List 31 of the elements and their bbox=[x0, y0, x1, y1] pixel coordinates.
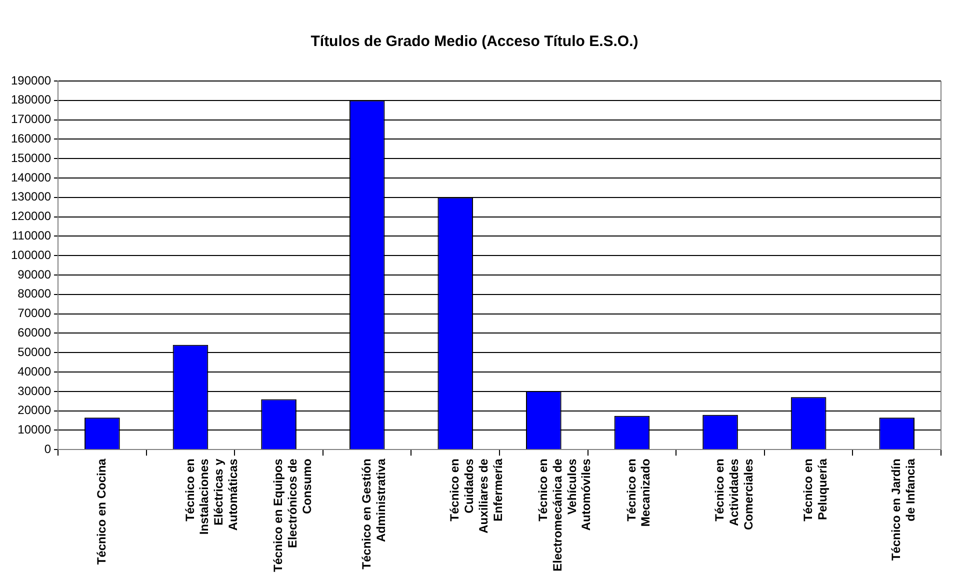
y-tick-label: 190000 bbox=[10, 73, 52, 88]
y-tick-label: 80000 bbox=[18, 286, 52, 301]
y-tick-label: 30000 bbox=[18, 384, 52, 398]
chart-title: Títulos de Grado Medio (Acceso Título E.S.O.) bbox=[310, 33, 638, 50]
y-tick-label: 0 bbox=[44, 442, 52, 456]
y-tick-label: 10000 bbox=[18, 422, 52, 437]
y-tick-label: 110000 bbox=[12, 228, 52, 243]
y-tick-label: 90000 bbox=[18, 267, 52, 282]
y-tick-label: 120000 bbox=[10, 209, 52, 224]
x-tick-label: Técnico en Mecanizado bbox=[624, 458, 653, 527]
y-tick-label: 100000 bbox=[10, 248, 52, 262]
y-tick-label: 130000 bbox=[10, 190, 52, 204]
x-tick-label: Técnico en Jardín de Infancia bbox=[889, 458, 918, 561]
y-tick-label: 150000 bbox=[10, 150, 52, 165]
x-tick-label: Técnico en Cocina bbox=[94, 458, 109, 565]
x-tick-label: Técnico en Equipos Electrónicos de Consumo bbox=[271, 458, 314, 572]
y-tick-label: 140000 bbox=[10, 170, 52, 184]
x-tick-label: Técnico en Electromecánica de Vehículos Automóviles bbox=[536, 458, 594, 572]
y-tick-label: 70000 bbox=[18, 306, 52, 320]
y-tick-label: 170000 bbox=[10, 112, 52, 126]
y-tick-label: 20000 bbox=[18, 403, 52, 418]
y-tick-label: 160000 bbox=[10, 132, 52, 146]
y-tick-label: 40000 bbox=[18, 364, 52, 378]
x-tick-label: Técnico en Instalaciones Eléctricas y Automáticas bbox=[182, 458, 240, 535]
y-tick-label: 50000 bbox=[18, 344, 52, 359]
x-tick-label: Técnico en Gestión Administrativa bbox=[359, 458, 388, 570]
x-tick-label: Técnico en Actividades Comerciales bbox=[712, 458, 756, 530]
y-tick-label: 60000 bbox=[18, 326, 52, 340]
y-tick-label: 180000 bbox=[10, 92, 52, 107]
x-tick-label: Técnico en Peluquería bbox=[800, 458, 830, 522]
x-tick-label: Técnico en Cuidados Auxiliares de Enfermería bbox=[448, 458, 505, 534]
